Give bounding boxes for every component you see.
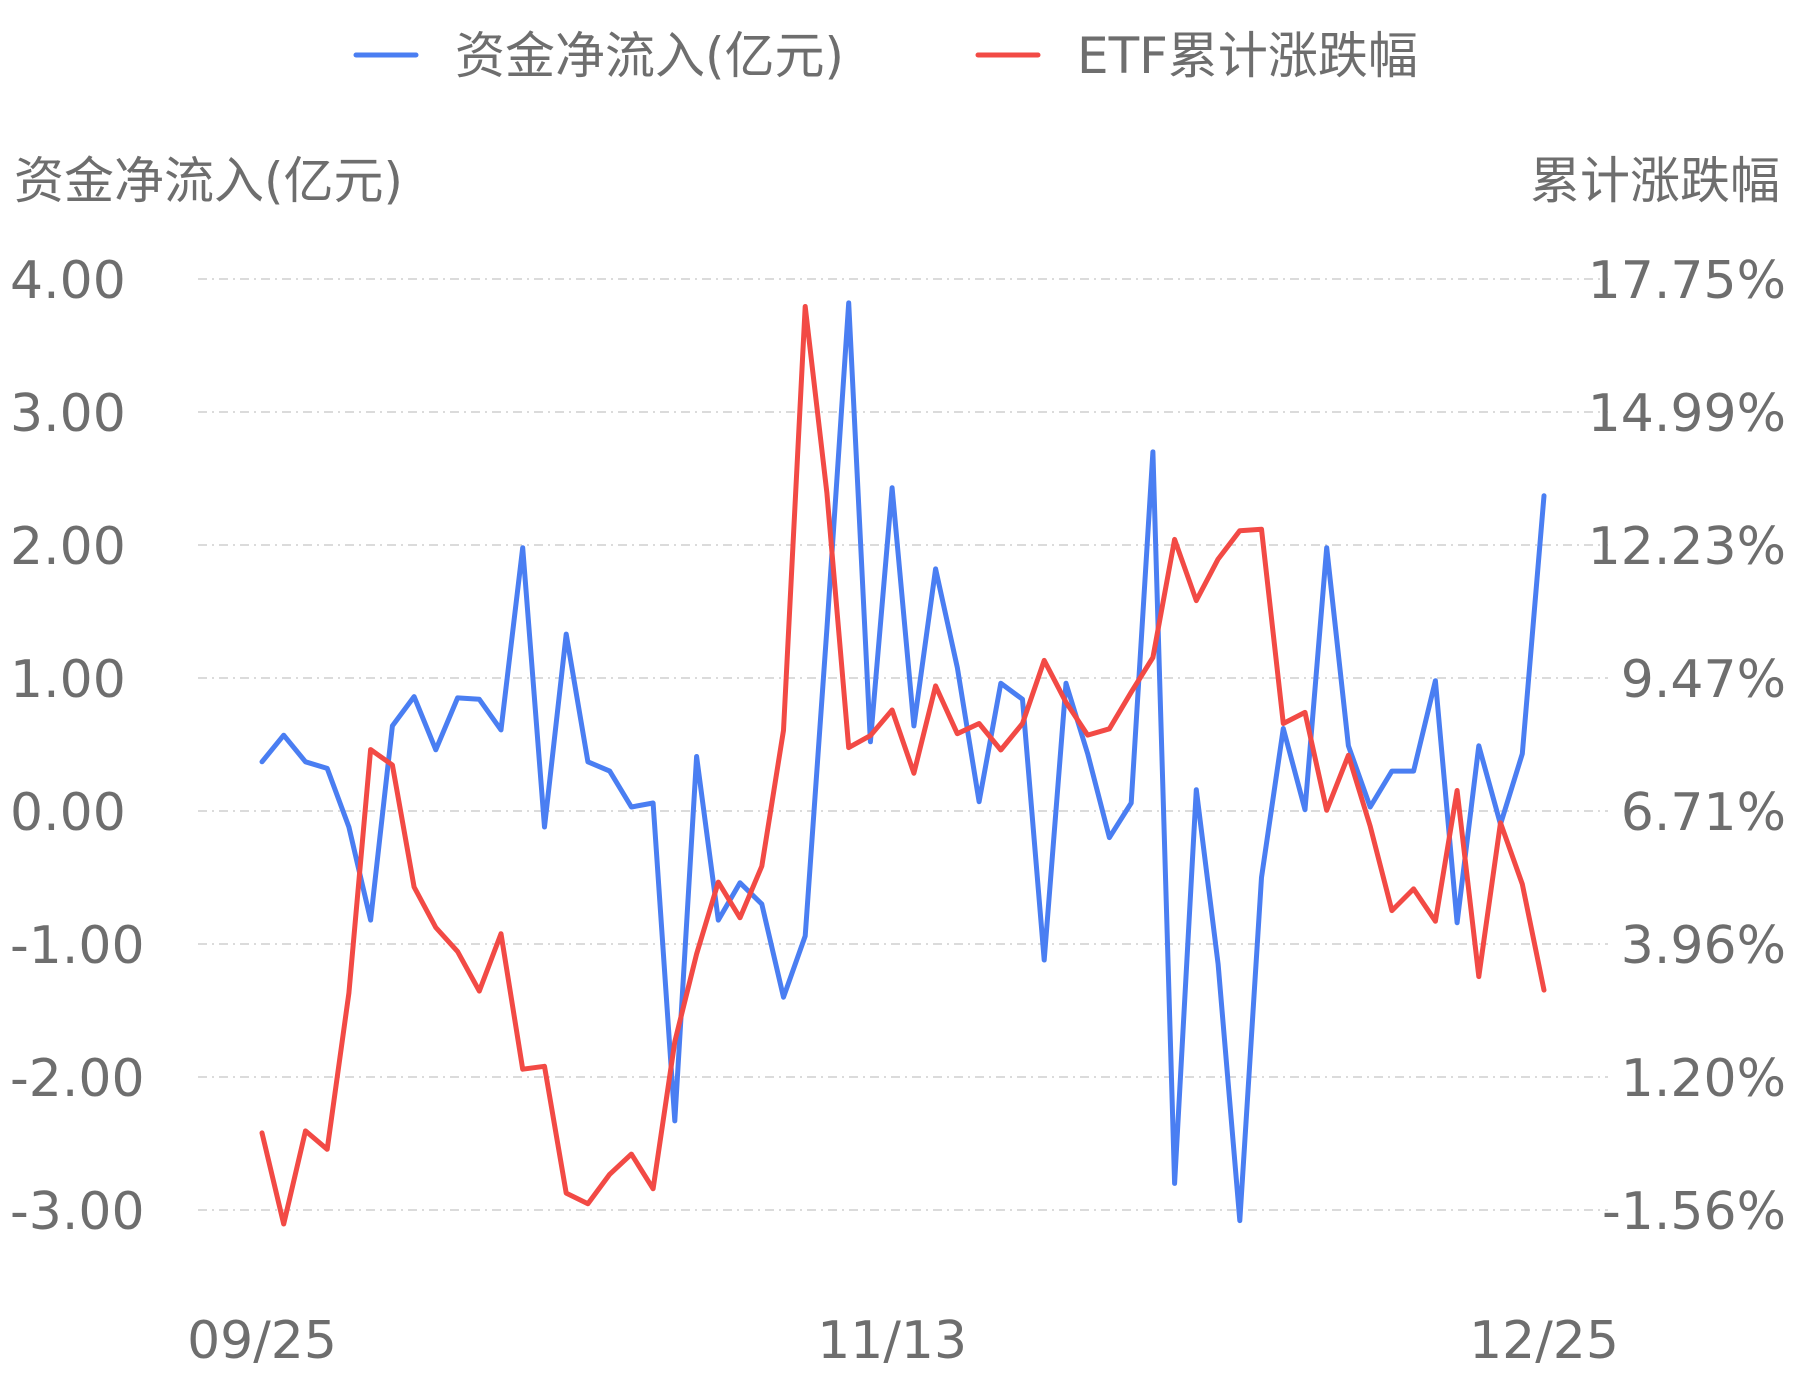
left-tick-label: -1.00 xyxy=(10,916,145,976)
left-axis-ticks: 4.00 3.00 2.00 1.00 0.00 -1.00 -2.00 -3.00 xyxy=(10,251,145,1242)
left-tick-label: -2.00 xyxy=(10,1049,145,1109)
x-tick-label: 12/25 xyxy=(1469,1311,1619,1371)
left-tick-label: 1.00 xyxy=(10,650,126,710)
x-axis-ticks: 09/25 11/13 12/25 xyxy=(187,1311,1619,1371)
left-tick-label: 2.00 xyxy=(10,517,126,577)
right-tick-label: 9.47% xyxy=(1621,650,1786,710)
left-tick-label: 3.00 xyxy=(10,384,126,444)
right-axis-ticks: 17.75% 14.99% 12.23% 9.47% 6.71% 3.96% 1.20% -1… xyxy=(1588,251,1786,1242)
right-tick-label: 12.23% xyxy=(1588,517,1786,577)
right-tick-label: 3.96% xyxy=(1621,916,1786,976)
right-tick-label: 14.99% xyxy=(1588,384,1786,444)
right-axis-title: 累计涨跌幅 xyxy=(1530,152,1780,210)
left-axis-title: 资金净流入(亿元) xyxy=(14,152,403,210)
series-lines xyxy=(259,300,1547,1227)
legend-item-series-2[interactable]: ETF累计涨跌幅 xyxy=(975,27,1418,85)
legend-item-series-1[interactable]: 资金净流入(亿元) xyxy=(353,27,844,85)
series-line-1 xyxy=(259,300,1547,1224)
series-line-2 xyxy=(259,304,1547,1227)
left-tick-label: 0.00 xyxy=(10,783,126,843)
legend: 资金净流入(亿元) ETF累计涨跌幅 xyxy=(353,27,1418,85)
right-tick-label: 6.71% xyxy=(1621,783,1786,843)
right-tick-label: -1.56% xyxy=(1602,1182,1786,1242)
left-tick-label: 4.00 xyxy=(10,251,126,311)
legend-label-series-1: 资金净流入(亿元) xyxy=(455,27,844,85)
left-tick-label: -3.00 xyxy=(10,1182,145,1242)
right-tick-label: 17.75% xyxy=(1588,251,1786,311)
x-tick-label: 09/25 xyxy=(187,1311,337,1371)
grid-lines xyxy=(198,278,1608,1211)
right-tick-label: 1.20% xyxy=(1621,1049,1786,1109)
x-tick-label: 11/13 xyxy=(817,1311,967,1371)
legend-label-series-2: ETF累计涨跌幅 xyxy=(1077,27,1418,85)
